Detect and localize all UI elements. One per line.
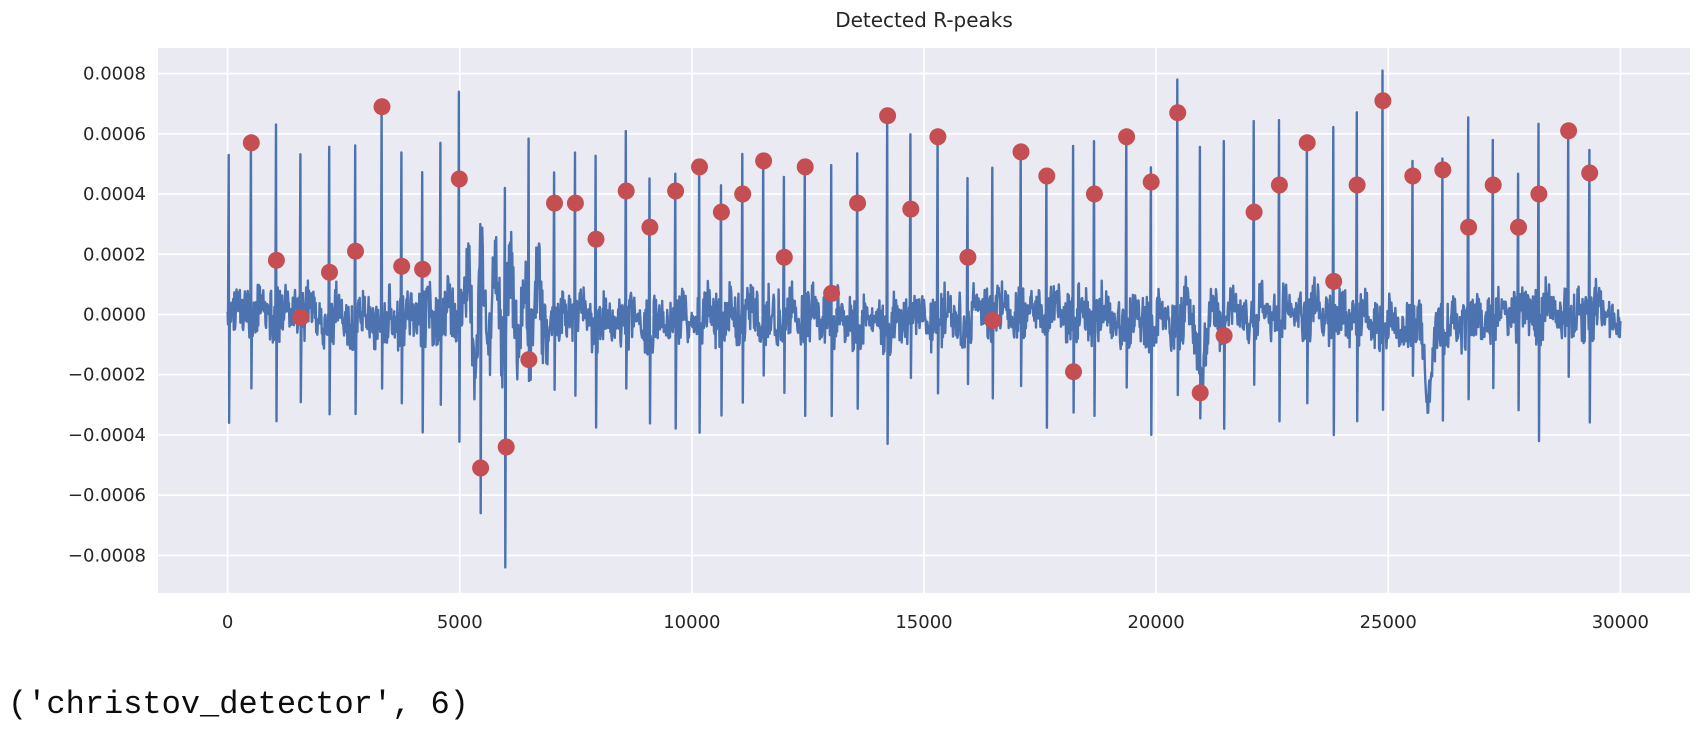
y-tick-label: −0.0008 <box>68 545 146 566</box>
r-peak-marker <box>667 182 685 200</box>
r-peak-marker <box>1038 167 1056 185</box>
r-peak-marker <box>641 218 659 236</box>
r-peak-marker <box>292 309 310 326</box>
y-tick-label: 0.0006 <box>83 124 146 145</box>
r-peak-marker <box>849 194 867 212</box>
signal-layer <box>226 69 1622 569</box>
r-peak-marker <box>1065 363 1082 381</box>
x-tick-label: 20000 <box>1127 612 1184 633</box>
y-tick-label: −0.0004 <box>68 425 146 446</box>
r-peak-marker <box>734 185 752 203</box>
r-peak-marker <box>373 98 391 116</box>
r-peak-marker <box>775 248 793 266</box>
r-peak-marker <box>712 203 730 221</box>
r-peak-marker <box>414 260 432 278</box>
r-peak-marker <box>497 438 515 456</box>
r-peak-marker <box>393 257 411 275</box>
y-tick-label: 0.0000 <box>83 304 146 325</box>
x-tick-label: 0 <box>222 612 233 633</box>
r-peak-marker <box>520 351 538 369</box>
r-peak-marker <box>1325 272 1343 290</box>
r-peak-marker <box>267 251 285 269</box>
r-peak-marker <box>1118 128 1136 146</box>
y-tick-label: 0.0008 <box>83 64 146 85</box>
r-peak-marker <box>1484 176 1502 194</box>
x-tick-label: 10000 <box>663 612 720 633</box>
r-peak-marker <box>796 158 814 176</box>
x-tick-label: 30000 <box>1592 612 1649 633</box>
chart-title: Detected R-peaks <box>835 8 1013 32</box>
r-peak-marker <box>347 242 364 260</box>
r-peak-marker <box>1374 92 1392 110</box>
ecg-signal-line <box>226 69 1622 569</box>
r-peak-marker <box>929 128 947 146</box>
r-peak-marker <box>879 107 897 125</box>
x-tick-label: 5000 <box>437 612 483 633</box>
r-peak-marker <box>1530 185 1548 203</box>
r-peak-marker <box>1460 218 1478 236</box>
r-peak-marker <box>1245 203 1263 221</box>
r-peak-marker <box>1085 185 1103 203</box>
r-peak-marker <box>1270 176 1288 194</box>
r-peak-marker <box>450 170 468 188</box>
r-peak-marker <box>1581 164 1599 182</box>
r-peak-marker <box>1191 384 1209 402</box>
r-peak-marker <box>902 200 920 218</box>
y-tick-label: 0.0002 <box>83 244 146 265</box>
r-peak-marker <box>1348 176 1366 194</box>
r-peak-marker <box>823 284 841 302</box>
r-peak-marker <box>321 263 338 281</box>
y-tick-label: 0.0004 <box>83 184 146 205</box>
y-tick-label: −0.0002 <box>68 365 146 386</box>
r-peak-marker <box>1560 122 1578 140</box>
r-peak-marker <box>1298 134 1316 152</box>
r-peak-marker <box>755 152 773 170</box>
r-peak-marker <box>1510 218 1527 236</box>
detector-result-text: ('christov_detector', 6) <box>8 686 469 723</box>
x-tick-label: 25000 <box>1360 612 1417 633</box>
r-peak-marker <box>691 158 708 176</box>
r-peak-marker <box>1215 327 1233 345</box>
r-peak-marker <box>617 182 635 200</box>
y-tick-label: −0.0006 <box>68 485 146 506</box>
r-peak-marker <box>566 194 584 212</box>
r-peak-marker <box>959 248 977 266</box>
r-peak-marker <box>587 230 605 248</box>
r-peak-marker <box>1404 167 1422 185</box>
r-peak-marker <box>1434 161 1452 179</box>
r-peak-marker <box>242 134 260 152</box>
r-peak-marker <box>984 312 1002 329</box>
r-peak-marker <box>1169 104 1187 122</box>
x-tick-label: 15000 <box>895 612 952 633</box>
r-peak-marker <box>1142 173 1160 191</box>
r-peak-marker <box>472 459 490 477</box>
r-peak-marker <box>1012 143 1030 161</box>
r-peak-marker <box>546 194 563 212</box>
